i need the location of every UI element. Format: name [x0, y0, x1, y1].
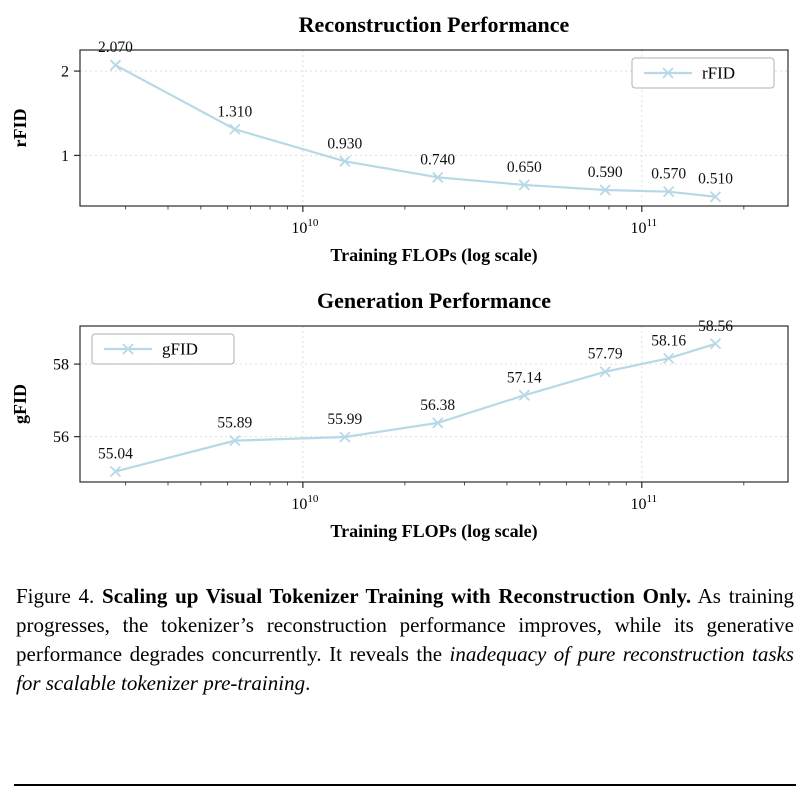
point-label: 56.38 — [420, 397, 455, 414]
point-label: 57.14 — [507, 369, 542, 386]
series-line — [115, 342, 716, 473]
generation-performance-chart: 1010 1011 56 58 55.04 55.89 55.99 56.38 57.14 57.… — [10, 288, 789, 542]
chart-title: Reconstruction Performance — [299, 12, 570, 37]
x-axis-label: Training FLOPs (log scale) — [330, 245, 537, 266]
point-label: 0.930 — [327, 135, 362, 152]
legend-label: rFID — [702, 64, 735, 83]
point-marker — [339, 431, 351, 443]
point-marker — [518, 389, 530, 401]
caption-segment-normal: As training progresses, the tokenizer’s … — [16, 584, 795, 666]
point-marker — [662, 186, 675, 198]
y-axis-label: gFID — [10, 384, 30, 424]
point-label: 55.99 — [327, 411, 362, 428]
point-label: 55.89 — [217, 415, 252, 432]
caption-segment-italic: inadequacy of pure reconstruction tasks … — [16, 642, 794, 695]
y-tick-label: 58 — [53, 357, 69, 374]
point-marker — [599, 366, 611, 378]
point-marker — [109, 465, 122, 478]
legend-marker — [122, 343, 134, 355]
series-line — [114, 64, 716, 198]
legend-label: gFID — [162, 340, 198, 359]
point-marker — [709, 338, 722, 350]
point-label: 55.04 — [98, 445, 133, 462]
point-marker — [709, 191, 722, 203]
point-marker — [432, 171, 444, 183]
point-marker — [109, 59, 122, 71]
point-marker — [662, 352, 675, 364]
y-tick-label: 1 — [61, 148, 69, 165]
point-marker — [229, 123, 241, 135]
figure-charts: 1010 1011 1 2 2.070 1.310 0.930 0.740 0.650 0.590… — [10, 12, 789, 542]
point-label: 58.56 — [698, 318, 733, 335]
point-marker — [518, 179, 530, 191]
legend-box — [631, 57, 775, 89]
point-marker — [599, 184, 611, 196]
y-tick-label: 56 — [53, 429, 69, 446]
caption-segment-normal: . — [305, 671, 311, 695]
point-label: 57.79 — [588, 346, 623, 363]
point-label: 2.070 — [98, 39, 133, 56]
plot-border — [79, 325, 789, 483]
reconstruction-performance-chart: 1010 1011 1 2 2.070 1.310 0.930 0.740 0.650 0.590… — [10, 12, 789, 266]
point-label: 58.16 — [651, 332, 686, 349]
legend-marker — [662, 67, 674, 79]
point-label: 1.310 — [217, 103, 252, 120]
x-tick-label: 1010 — [291, 217, 319, 237]
caption-segment-normal: Figure 4. — [16, 584, 103, 608]
y-tick-label: 2 — [61, 64, 69, 81]
point-marker — [432, 417, 444, 429]
x-tick-label: 1010 — [291, 493, 319, 513]
x-axis-label: Training FLOPs (log scale) — [330, 521, 537, 542]
x-tick-label: 1011 — [631, 493, 658, 513]
point-label: 0.570 — [651, 166, 686, 183]
bottom-rule — [14, 784, 796, 786]
legend-box — [91, 333, 235, 365]
chart-title: Generation Performance — [317, 288, 551, 313]
plot-border — [79, 49, 789, 207]
figure-caption: Figure 4. Scaling up Visual Tokenizer Tr… — [16, 582, 794, 698]
point-label: 0.590 — [588, 164, 623, 181]
point-marker — [229, 435, 241, 447]
point-label: 0.650 — [507, 159, 542, 176]
caption-segment-bold: Scaling up Visual Tokenizer Training wit… — [102, 584, 692, 608]
point-marker — [339, 155, 351, 167]
point-label: 0.740 — [420, 151, 455, 168]
y-axis-label: rFID — [10, 109, 30, 148]
point-label: 0.510 — [698, 171, 733, 188]
x-tick-label: 1011 — [631, 217, 658, 237]
